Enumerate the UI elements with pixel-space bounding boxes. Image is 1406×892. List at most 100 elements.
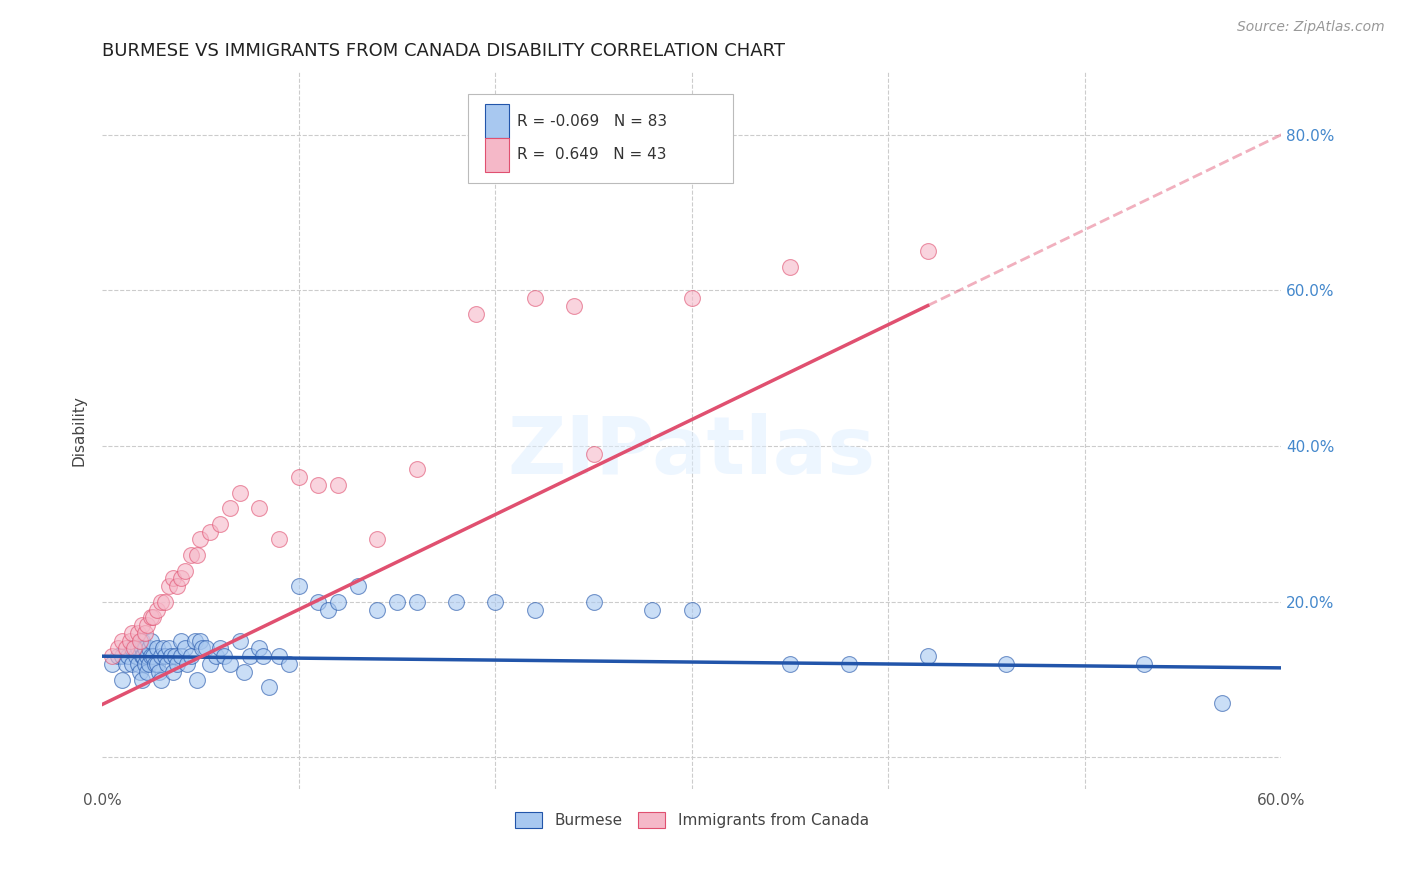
Point [405,595,427,609]
Point [582,595,605,609]
Point [200,524,222,539]
Point [385,595,408,609]
FancyBboxPatch shape [485,137,509,172]
Point [366,533,388,547]
Point [190,633,212,648]
Point [162,571,184,585]
Point [641,602,664,616]
Point [267,533,290,547]
Point [200,657,222,671]
Point [157,579,180,593]
Point [150,673,173,687]
Point [267,649,290,664]
Point [995,657,1018,671]
Point [101,649,124,664]
Point [153,649,176,664]
Point [163,649,186,664]
Point [917,244,939,259]
Text: BURMESE VS IMMIGRANTS FROM CANADA DISABILITY CORRELATION CHART: BURMESE VS IMMIGRANTS FROM CANADA DISABI… [103,42,785,60]
Point [1133,657,1156,671]
Point [111,633,134,648]
Point [316,602,339,616]
Point [107,641,129,656]
Point [166,657,188,671]
Point [326,595,349,609]
Point [229,633,252,648]
Point [249,501,271,516]
Point [121,657,143,671]
Point [138,641,160,656]
Point [277,657,299,671]
Point [779,657,801,671]
Point [180,548,202,562]
Point [124,649,146,664]
Point [190,533,212,547]
Point [141,633,163,648]
Point [287,470,309,484]
Point [160,649,183,664]
Point [150,649,173,664]
Point [166,579,188,593]
Point [444,595,467,609]
Point [146,641,169,656]
Point [132,649,155,664]
Point [157,641,180,656]
Text: R = -0.069   N = 83: R = -0.069 N = 83 [517,113,668,128]
Point [127,657,149,671]
Text: R =  0.649   N = 43: R = 0.649 N = 43 [517,147,666,162]
Point [122,641,145,656]
Point [156,657,179,671]
Point [134,657,156,671]
Point [523,291,546,305]
Point [136,618,159,632]
Point [287,579,309,593]
Point [232,665,254,679]
Point [186,673,208,687]
Point [180,649,202,664]
Point [779,260,801,274]
Point [101,657,124,671]
Y-axis label: Disability: Disability [72,395,86,466]
Point [195,641,218,656]
Point [307,478,329,492]
Point [838,657,860,671]
Point [107,649,129,664]
Point [366,602,388,616]
Point [239,649,262,664]
Point [141,610,163,624]
Point [162,665,184,679]
Point [134,625,156,640]
Point [464,307,486,321]
Point [170,649,193,664]
Point [681,602,703,616]
Point [117,649,139,664]
Point [131,618,153,632]
Point [128,665,150,679]
Point [170,633,193,648]
Point [405,462,427,476]
Point [186,548,208,562]
Point [205,649,228,664]
Point [176,657,198,671]
Point [138,657,160,671]
Point [136,665,159,679]
Point [150,595,173,609]
Point [111,649,134,664]
Point [209,641,232,656]
Text: Source: ZipAtlas.com: Source: ZipAtlas.com [1237,20,1385,34]
Point [128,633,150,648]
Point [121,625,143,640]
Point [114,657,136,671]
Point [1211,696,1233,710]
Legend: Burmese, Immigrants from Canada: Burmese, Immigrants from Canada [509,806,875,835]
Point [681,291,703,305]
Point [252,649,274,664]
FancyBboxPatch shape [485,104,509,138]
Point [249,641,271,656]
Point [127,641,149,656]
Point [219,501,242,516]
Point [131,649,153,664]
Point [121,641,143,656]
Point [212,649,235,664]
Point [152,641,174,656]
